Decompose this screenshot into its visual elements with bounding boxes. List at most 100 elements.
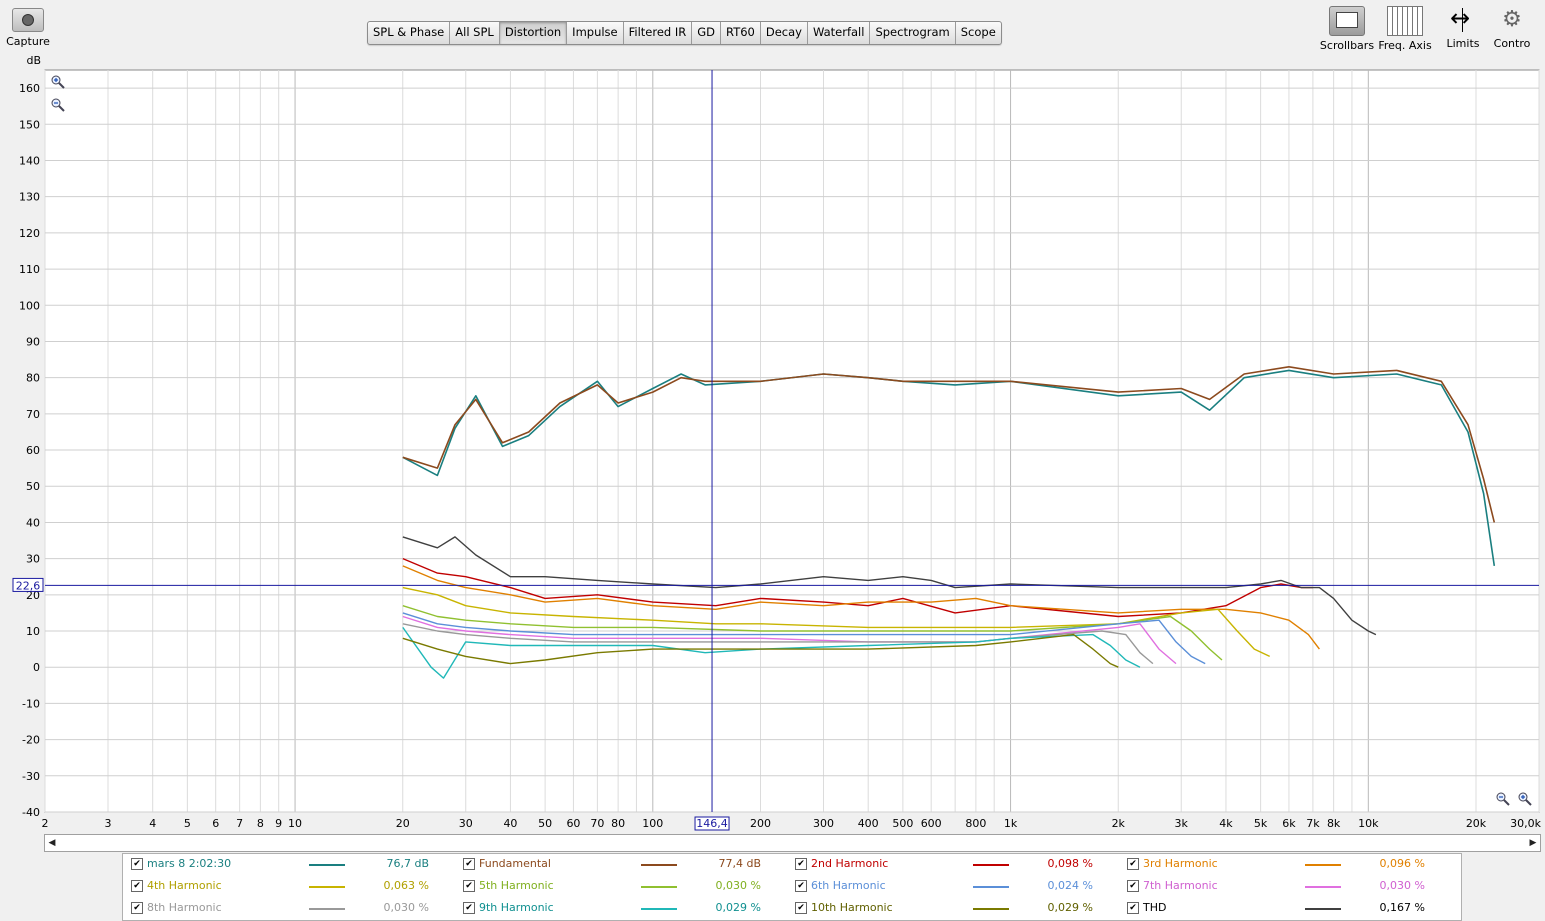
y-tick-label: 120: [19, 227, 40, 240]
legend-swatch: [1305, 886, 1341, 888]
legend-entry: ✔ 5th Harmonic 0,030 %: [463, 876, 773, 896]
legend-checkbox[interactable]: ✔: [131, 880, 143, 892]
tab-rt60[interactable]: RT60: [721, 22, 761, 44]
legend-entry: ✔ 8th Harmonic 0,030 %: [131, 898, 441, 918]
legend-checkbox[interactable]: ✔: [795, 880, 807, 892]
legend-checkbox[interactable]: ✔: [463, 858, 475, 870]
capture-button[interactable]: Capture: [4, 8, 52, 48]
x-tick-label: 1k: [1004, 817, 1018, 830]
scrollbars-button[interactable]: Scrollbars: [1318, 6, 1376, 52]
series-line-5th-harmonic: [402, 605, 1223, 661]
freq-axis-button[interactable]: Freq. Axis: [1376, 6, 1434, 52]
tab-decay[interactable]: Decay: [761, 22, 808, 44]
legend-value: 0,063 %: [383, 879, 429, 892]
tab-gd[interactable]: GD: [692, 22, 722, 44]
legend-value: 76,7 dB: [386, 857, 429, 870]
capture-label: Capture: [6, 35, 50, 48]
scroll-left-icon[interactable]: ◀: [48, 838, 56, 848]
legend-series-name: 7th Harmonic: [1143, 879, 1218, 892]
x-tick-label: 30: [459, 817, 473, 830]
x-tick-label: 8k: [1327, 817, 1341, 830]
legend-checkbox[interactable]: ✔: [795, 858, 807, 870]
legend-checkbox[interactable]: ✔: [131, 902, 143, 914]
zoom-in-horizontal-icon[interactable]: [1518, 792, 1532, 806]
camera-icon: [12, 8, 44, 32]
x-tick-label: 20k: [1466, 817, 1487, 830]
tab-impulse[interactable]: Impulse: [567, 22, 624, 44]
grid: [44, 70, 1540, 813]
y-tick-label: 50: [26, 480, 40, 493]
legend-checkbox[interactable]: ✔: [1127, 858, 1139, 870]
legend-series-name: 4th Harmonic: [147, 879, 222, 892]
legend-value: 0,029 %: [1047, 901, 1093, 914]
legend-series-name: 10th Harmonic: [811, 901, 893, 914]
controls-button[interactable]: ⚙ Contro: [1492, 6, 1532, 52]
series-line-10th-harmonic: [402, 633, 1119, 668]
x-tick-label: 400: [858, 817, 879, 830]
legend-entry: ✔ 7th Harmonic 0,030 %: [1127, 876, 1437, 896]
tab-all-spl[interactable]: All SPL: [450, 22, 500, 44]
y-tick-label: -20: [22, 734, 40, 747]
scroll-right-icon[interactable]: ▶: [1529, 838, 1537, 848]
chart-area[interactable]: 160 150 140 130 120 110 100 90 80 70 60 50 40 30 20 10 0…: [0, 52, 1545, 832]
x-tick-label: 40: [503, 817, 517, 830]
legend-value: 0,167 %: [1379, 901, 1425, 914]
legend-checkbox[interactable]: ✔: [1127, 880, 1139, 892]
x-tick-label: 7k: [1306, 817, 1320, 830]
legend-value: 0,029 %: [715, 901, 761, 914]
x-tick-label: 9: [275, 817, 282, 830]
zoom-handle: [1503, 799, 1510, 806]
y-tick-label: 130: [19, 191, 40, 204]
legend-checkbox[interactable]: ✔: [463, 880, 475, 892]
legend-checkbox[interactable]: ✔: [1127, 902, 1139, 914]
legend-checkbox[interactable]: ✔: [463, 902, 475, 914]
scrollbars-label: Scrollbars: [1319, 39, 1375, 52]
legend-series-name: 8th Harmonic: [147, 901, 222, 914]
tab-scope[interactable]: Scope: [960, 25, 996, 39]
legend-entry: ✔ 10th Harmonic 0,029 %: [795, 898, 1105, 918]
legend-entry: ✔ mars 8 2:02:30 76,7 dB: [131, 854, 441, 874]
zoom-out-horizontal-icon[interactable]: [1496, 792, 1510, 806]
series-line-thd: [402, 536, 1377, 636]
legend-swatch: [973, 864, 1009, 866]
legend-entry: ✔ Fundamental 77,4 dB: [463, 854, 773, 874]
legend-swatch: [1305, 864, 1341, 866]
tab-waterfall[interactable]: Waterfall: [808, 22, 871, 44]
zoom-out-vertical-icon[interactable]: [51, 98, 65, 112]
legend-entry: ✔ 2nd Harmonic 0,098 %: [795, 854, 1105, 874]
legend-series-name: 6th Harmonic: [811, 879, 886, 892]
series-line-6th-harmonic: [402, 612, 1206, 665]
tab-spl-phase[interactable]: SPL & Phase: [368, 22, 451, 44]
y-tick-label: 100: [19, 299, 40, 312]
legend-entry: ✔ 4th Harmonic 0,063 %: [131, 876, 441, 896]
y-tick-label: 80: [26, 372, 40, 385]
scrollbars-icon: [1329, 6, 1365, 36]
x-tick-label: 4k: [1219, 817, 1233, 830]
legend-value: 0,024 %: [1047, 879, 1093, 892]
legend-checkbox[interactable]: ✔: [795, 902, 807, 914]
series-line-8th-harmonic: [402, 623, 1154, 665]
legend-swatch: [1305, 908, 1341, 910]
freq-axis-label: Freq. Axis: [1378, 39, 1432, 52]
tab-filtered-ir[interactable]: Filtered IR: [624, 22, 693, 44]
x-tick-label: 100: [642, 817, 663, 830]
legend-checkbox[interactable]: ✔: [131, 858, 143, 870]
x-tick-label: 2k: [1112, 817, 1126, 830]
x-tick-label: 2: [42, 817, 49, 830]
y-tick-label: 110: [19, 263, 40, 276]
horizontal-scrollbar[interactable]: ◀ ▶: [44, 834, 1541, 852]
x-tick-label: 50: [538, 817, 552, 830]
series-line-3rd-harmonic: [402, 565, 1320, 650]
plot-background: [44, 69, 1540, 813]
view-tabs: SPL & Phase All SPL Distortion Impulse F…: [367, 21, 1002, 45]
zoom-in-vertical-icon[interactable]: [51, 75, 65, 89]
legend-series-name: 2nd Harmonic: [811, 857, 889, 870]
legend-swatch: [641, 864, 677, 866]
legend-series-name: 9th Harmonic: [479, 901, 554, 914]
x-tick-label: 600: [921, 817, 942, 830]
tab-distortion[interactable]: Distortion: [499, 22, 568, 44]
limits-button[interactable]: Limits: [1434, 4, 1492, 52]
x-tick-label: 6k: [1282, 817, 1296, 830]
tab-spectrogram[interactable]: Spectrogram: [870, 22, 956, 44]
distortion-chart[interactable]: 1601501401301201101009080706050403020100…: [0, 52, 1545, 832]
